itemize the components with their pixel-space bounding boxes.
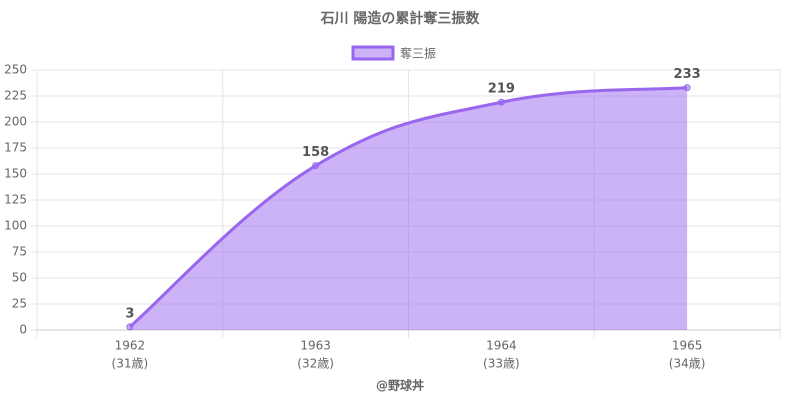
x-tick-label: 1963 <box>300 339 331 353</box>
y-tick-label: 25 <box>12 297 27 311</box>
data-label: 3 <box>125 306 134 321</box>
x-tick-label: 1965 <box>672 339 703 353</box>
data-label: 158 <box>302 145 329 160</box>
x-tick-sublabel: (33歳) <box>483 357 520 371</box>
y-tick-label: 100 <box>4 219 27 233</box>
y-tick-label: 175 <box>4 141 27 155</box>
y-tick-label: 225 <box>4 89 27 103</box>
legend-swatch <box>351 45 395 61</box>
y-tick-label: 200 <box>4 115 27 129</box>
x-tick-label: 1964 <box>486 339 517 353</box>
line <box>128 86 688 329</box>
y-tick-label: 125 <box>4 193 27 207</box>
x-axis-label: @野球丼 <box>376 378 424 393</box>
y-tick-label: 250 <box>4 63 27 77</box>
area <box>129 87 688 331</box>
y-tick-label: 50 <box>12 271 27 285</box>
data-label: 219 <box>488 82 515 97</box>
y-tick-label: 75 <box>12 245 27 259</box>
data-label: 233 <box>674 67 701 82</box>
y-tick-label: 0 <box>19 323 27 337</box>
x-tick-sublabel: (32歳) <box>297 357 334 371</box>
point <box>497 98 505 106</box>
legend-label: 奪三振 <box>400 46 436 61</box>
y-tick-label: 150 <box>4 167 27 181</box>
point <box>126 323 134 331</box>
x-tick-sublabel: (31歳) <box>112 357 149 371</box>
x-tick-label: 1962 <box>115 339 146 353</box>
chart-title: 石川 陽造の累計奪三振数 <box>320 10 481 27</box>
point <box>683 84 691 92</box>
x-tick-sublabel: (34歳) <box>669 357 706 371</box>
point <box>312 162 320 170</box>
